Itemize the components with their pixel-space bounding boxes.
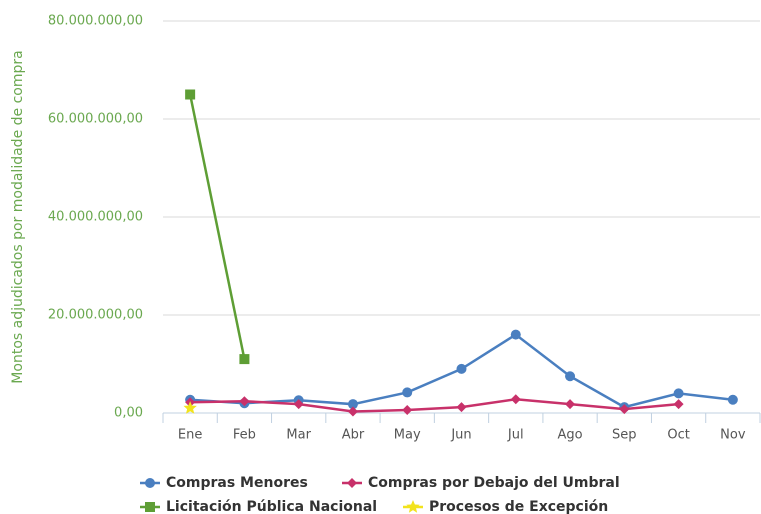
x-tick-label: Sep	[612, 428, 637, 443]
point	[673, 399, 684, 410]
x-tick-label: Abr	[342, 428, 365, 443]
x-tick-label: May	[394, 428, 421, 443]
legend-marker	[145, 502, 155, 512]
x-tick-label: Ago	[557, 428, 582, 443]
point	[347, 406, 358, 417]
x-tick-label: Jul	[507, 428, 524, 443]
legend-label: Compras por Debajo del Umbral	[368, 475, 620, 491]
x-tick-label: Ene	[178, 428, 202, 443]
y-tick-label: 40.000.000,00	[48, 210, 143, 225]
point	[727, 394, 738, 405]
y-tick-label: 0,00	[114, 406, 143, 421]
series-line	[188, 94, 246, 360]
legend-label: Compras Menores	[166, 475, 308, 491]
x-tick-label: Nov	[720, 428, 746, 443]
point	[456, 402, 467, 413]
point	[402, 387, 413, 398]
point	[402, 405, 413, 416]
point	[673, 388, 684, 399]
point	[565, 399, 576, 410]
x-tick-label: Feb	[233, 428, 256, 443]
y-tick-label: 60.000.000,00	[48, 112, 143, 127]
point	[510, 329, 521, 340]
y-tick-label: 20.000.000,00	[48, 308, 143, 323]
point	[565, 371, 576, 382]
x-tick-label: Oct	[667, 428, 689, 443]
x-tick-label: Mar	[286, 428, 311, 443]
point	[183, 401, 197, 414]
point	[239, 354, 250, 365]
legend-marker	[145, 478, 155, 488]
point	[619, 404, 630, 415]
point	[185, 89, 196, 100]
legend-marker	[347, 478, 357, 488]
y-tick-label: 80.000.000,00	[48, 14, 143, 29]
series-line	[190, 398, 679, 413]
legend-marker	[406, 500, 420, 513]
y-axis-label: Montos adjudicados por modalidade de com…	[10, 50, 26, 383]
point	[239, 396, 250, 407]
x-tick-label: Jun	[450, 428, 471, 443]
point	[293, 399, 304, 410]
point	[347, 399, 358, 410]
point	[510, 394, 521, 405]
legend-label: Procesos de Excepción	[429, 499, 608, 514]
point	[456, 363, 467, 374]
legend-label: Licitación Pública Nacional	[166, 499, 377, 514]
